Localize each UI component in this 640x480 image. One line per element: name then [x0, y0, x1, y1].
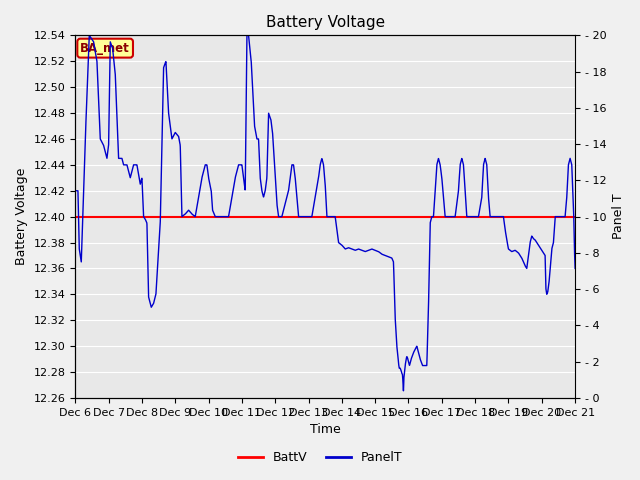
Text: BA_met: BA_met [80, 42, 130, 55]
Y-axis label: Battery Voltage: Battery Voltage [15, 168, 28, 265]
Title: Battery Voltage: Battery Voltage [266, 15, 385, 30]
X-axis label: Time: Time [310, 423, 340, 436]
Legend: BattV, PanelT: BattV, PanelT [232, 446, 408, 469]
Y-axis label: Panel T: Panel T [612, 194, 625, 240]
